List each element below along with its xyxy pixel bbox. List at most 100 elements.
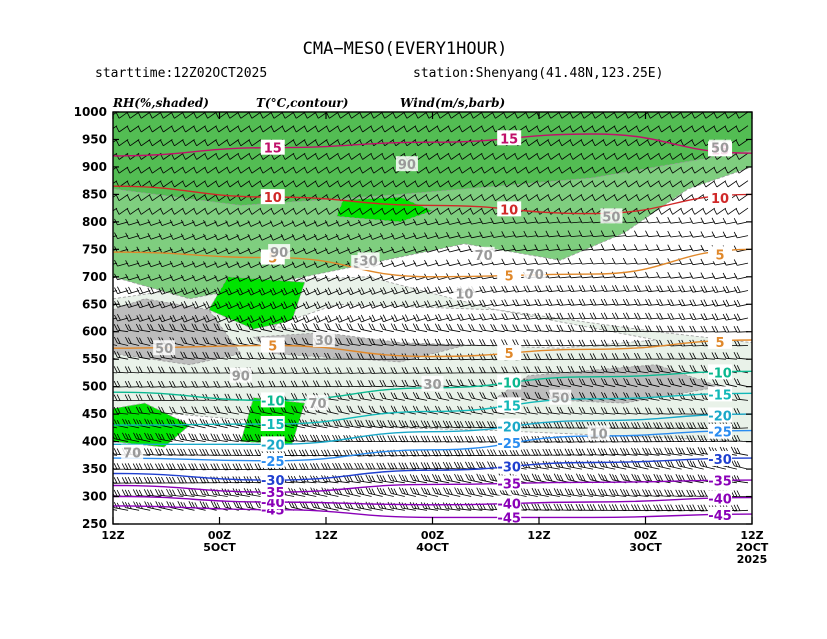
temperature-contour-label: 5	[505, 347, 514, 362]
wind-barb	[380, 300, 394, 309]
wind-barb	[346, 405, 361, 415]
wind-barb	[631, 422, 649, 429]
wind-barb	[602, 125, 616, 133]
wind-barb	[457, 391, 472, 401]
wind-barb	[147, 219, 162, 226]
wind-barb	[392, 112, 406, 119]
wind-barb	[259, 207, 273, 215]
wind-barb	[578, 257, 594, 265]
wind-barb	[567, 244, 582, 251]
wind-barb	[558, 139, 572, 147]
wind-barb	[337, 207, 350, 215]
wind-barb	[148, 139, 162, 147]
station-info: station:Shenyang(41.48N,123.25E)	[413, 66, 663, 81]
wind-barb	[512, 217, 527, 224]
wind-barb	[169, 380, 184, 388]
wind-barb	[126, 112, 140, 119]
wind-barb	[525, 194, 538, 202]
rh-contour-label: 30	[315, 334, 333, 349]
wind-barb	[246, 323, 261, 333]
wind-barb	[235, 352, 250, 360]
wind-barb	[600, 339, 616, 347]
wind-barb	[113, 317, 118, 320]
wind-barb	[689, 325, 704, 333]
wind-barb	[425, 152, 439, 160]
wind-barb	[137, 166, 151, 174]
wind-barb	[636, 194, 649, 202]
wind-barb	[192, 247, 206, 254]
wind-barb	[193, 125, 206, 133]
wind-barb	[447, 139, 461, 147]
wind-barb	[702, 180, 716, 188]
wind-barb	[722, 272, 737, 280]
wind-barb	[711, 325, 726, 333]
temperature-contour-label: -25	[708, 426, 732, 441]
y-tick-label: 750	[82, 242, 107, 256]
wind-barb	[291, 247, 306, 255]
wind-barb	[534, 244, 549, 251]
wind-barb	[556, 324, 571, 333]
wind-barb	[302, 323, 317, 333]
wind-barb	[280, 323, 295, 333]
wind-barb	[479, 285, 494, 293]
wind-barb	[412, 323, 428, 333]
y-tick-label: 1000	[74, 105, 107, 119]
wind-barb	[534, 339, 549, 347]
wind-barb	[221, 433, 239, 442]
wind-barb	[379, 379, 394, 388]
wind-barb	[667, 299, 682, 306]
wind-barb	[113, 139, 118, 143]
wind-barb	[125, 260, 140, 267]
wind-barb	[113, 207, 118, 212]
wind-barb	[380, 246, 394, 254]
temperature-contour-label: 10	[264, 191, 282, 206]
wind-barb	[680, 180, 693, 188]
wind-barb	[556, 312, 571, 320]
temperature-contour-label: -20	[261, 438, 285, 453]
wind-barb	[479, 323, 494, 333]
wind-barb	[147, 274, 162, 281]
wind-barb	[409, 420, 428, 429]
wind-barb	[159, 180, 173, 188]
wind-barb	[259, 180, 273, 188]
wind-barb	[381, 166, 395, 174]
wind-barb	[203, 233, 217, 241]
wind-barb	[403, 125, 417, 133]
wind-barb	[691, 112, 704, 119]
wind-barb	[113, 336, 129, 346]
temperature-contour-label: -10	[261, 394, 285, 409]
wind-barb	[135, 394, 151, 401]
temperature-contour-label: -15	[261, 418, 285, 433]
wind-barb	[613, 194, 627, 202]
wind-barb	[569, 139, 583, 147]
wind-barb	[545, 244, 560, 251]
wind-barb	[381, 112, 395, 119]
wind-barb	[534, 217, 549, 224]
wind-barb	[600, 325, 616, 333]
wind-barb	[645, 312, 660, 320]
wind-barb	[169, 394, 184, 401]
wind-barb	[678, 230, 693, 238]
wind-barb	[534, 285, 549, 293]
wind-barb	[225, 247, 239, 255]
wind-barb	[580, 166, 594, 174]
wind-barb	[280, 275, 295, 282]
wind-barb	[481, 207, 494, 215]
wind-barb	[182, 180, 195, 188]
wind-barb	[689, 313, 704, 320]
wind-barb	[523, 366, 538, 374]
wind-barb	[514, 194, 527, 202]
wind-barb	[634, 230, 649, 238]
wind-barb	[589, 230, 605, 237]
wind-barb	[269, 275, 284, 282]
wind-barb	[501, 285, 516, 293]
wind-barb	[235, 323, 250, 333]
wind-barb	[591, 125, 605, 133]
wind-barb	[431, 420, 450, 429]
wind-barb	[578, 216, 594, 224]
wind-barb	[135, 406, 151, 415]
wind-barb	[203, 301, 217, 309]
wind-barb	[556, 365, 571, 374]
wind-barb	[137, 112, 151, 119]
wind-barb	[303, 112, 317, 119]
